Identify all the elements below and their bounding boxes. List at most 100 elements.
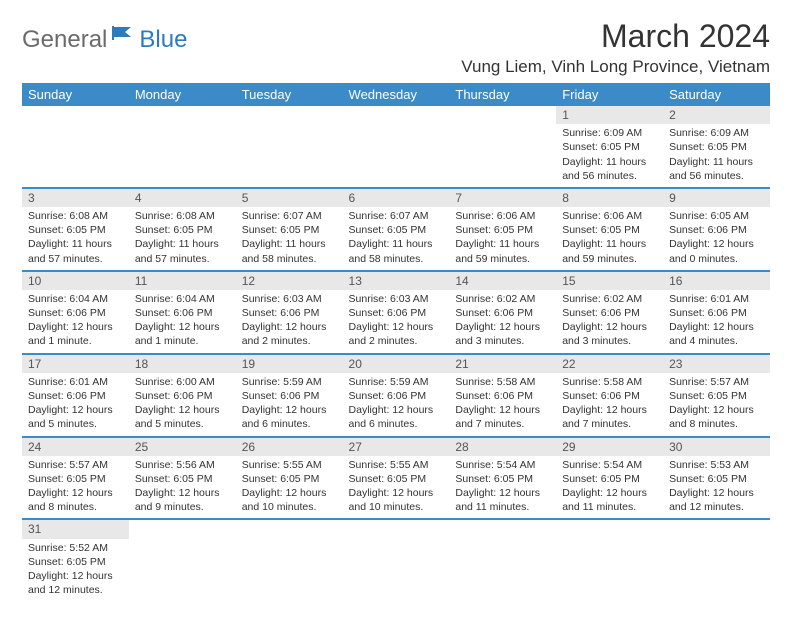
flag-icon	[111, 24, 137, 47]
day-number: 16	[663, 272, 770, 290]
day-number: 9	[663, 189, 770, 207]
sunset-text: Sunset: 6:06 PM	[562, 389, 657, 403]
calendar-cell: 16Sunrise: 6:01 AMSunset: 6:06 PMDayligh…	[663, 271, 770, 354]
day-number: 26	[236, 438, 343, 456]
sunset-text: Sunset: 6:05 PM	[349, 472, 444, 486]
daylight-text: Daylight: 12 hours and 10 minutes.	[349, 486, 444, 514]
sunrise-text: Sunrise: 5:53 AM	[669, 458, 764, 472]
calendar-cell: 1Sunrise: 6:09 AMSunset: 6:05 PMDaylight…	[556, 106, 663, 188]
sunset-text: Sunset: 6:05 PM	[669, 472, 764, 486]
calendar-cell: 9Sunrise: 6:05 AMSunset: 6:06 PMDaylight…	[663, 188, 770, 271]
calendar-cell: 30Sunrise: 5:53 AMSunset: 6:05 PMDayligh…	[663, 437, 770, 520]
day-header: Friday	[556, 83, 663, 106]
calendar-cell: 12Sunrise: 6:03 AMSunset: 6:06 PMDayligh…	[236, 271, 343, 354]
sunrise-text: Sunrise: 5:58 AM	[455, 375, 550, 389]
sunset-text: Sunset: 6:06 PM	[349, 389, 444, 403]
daylight-text: Daylight: 12 hours and 6 minutes.	[242, 403, 337, 431]
sunrise-text: Sunrise: 6:06 AM	[455, 209, 550, 223]
day-body: Sunrise: 6:08 AMSunset: 6:05 PMDaylight:…	[22, 207, 129, 270]
calendar-cell: 14Sunrise: 6:02 AMSunset: 6:06 PMDayligh…	[449, 271, 556, 354]
day-number: 3	[22, 189, 129, 207]
day-number: 31	[22, 520, 129, 538]
sunrise-text: Sunrise: 6:09 AM	[562, 126, 657, 140]
sunrise-text: Sunrise: 6:02 AM	[455, 292, 550, 306]
month-title: March 2024	[461, 18, 770, 55]
daylight-text: Daylight: 11 hours and 58 minutes.	[349, 237, 444, 265]
day-number: 13	[343, 272, 450, 290]
sunrise-text: Sunrise: 6:01 AM	[669, 292, 764, 306]
sunrise-text: Sunrise: 5:55 AM	[242, 458, 337, 472]
daylight-text: Daylight: 12 hours and 11 minutes.	[455, 486, 550, 514]
day-header: Wednesday	[343, 83, 450, 106]
daylight-text: Daylight: 12 hours and 1 minute.	[135, 320, 230, 348]
daylight-text: Daylight: 12 hours and 8 minutes.	[669, 403, 764, 431]
daylight-text: Daylight: 12 hours and 9 minutes.	[135, 486, 230, 514]
calendar-cell: 21Sunrise: 5:58 AMSunset: 6:06 PMDayligh…	[449, 354, 556, 437]
day-body: Sunrise: 5:58 AMSunset: 6:06 PMDaylight:…	[449, 373, 556, 436]
calendar-cell: 17Sunrise: 6:01 AMSunset: 6:06 PMDayligh…	[22, 354, 129, 437]
sunset-text: Sunset: 6:06 PM	[455, 389, 550, 403]
day-number: 1	[556, 106, 663, 124]
day-number: 22	[556, 355, 663, 373]
day-body: Sunrise: 6:02 AMSunset: 6:06 PMDaylight:…	[449, 290, 556, 353]
day-number: 19	[236, 355, 343, 373]
sunset-text: Sunset: 6:05 PM	[242, 472, 337, 486]
day-number: 21	[449, 355, 556, 373]
sunrise-text: Sunrise: 6:03 AM	[242, 292, 337, 306]
day-header: Saturday	[663, 83, 770, 106]
calendar-cell	[343, 519, 450, 601]
day-number: 4	[129, 189, 236, 207]
sunset-text: Sunset: 6:06 PM	[669, 306, 764, 320]
title-area: March 2024 Vung Liem, Vinh Long Province…	[461, 18, 770, 77]
sunset-text: Sunset: 6:05 PM	[28, 223, 123, 237]
daylight-text: Daylight: 11 hours and 59 minutes.	[455, 237, 550, 265]
logo-text-general: General	[22, 26, 107, 54]
calendar-cell: 15Sunrise: 6:02 AMSunset: 6:06 PMDayligh…	[556, 271, 663, 354]
day-body: Sunrise: 5:53 AMSunset: 6:05 PMDaylight:…	[663, 456, 770, 519]
day-number: 24	[22, 438, 129, 456]
calendar-cell: 8Sunrise: 6:06 AMSunset: 6:05 PMDaylight…	[556, 188, 663, 271]
calendar-cell: 5Sunrise: 6:07 AMSunset: 6:05 PMDaylight…	[236, 188, 343, 271]
day-header: Thursday	[449, 83, 556, 106]
calendar-cell	[22, 106, 129, 188]
sunrise-text: Sunrise: 6:05 AM	[669, 209, 764, 223]
daylight-text: Daylight: 11 hours and 59 minutes.	[562, 237, 657, 265]
calendar-row: 3Sunrise: 6:08 AMSunset: 6:05 PMDaylight…	[22, 188, 770, 271]
calendar-row: 31Sunrise: 5:52 AMSunset: 6:05 PMDayligh…	[22, 519, 770, 601]
sunset-text: Sunset: 6:06 PM	[562, 306, 657, 320]
calendar-cell: 10Sunrise: 6:04 AMSunset: 6:06 PMDayligh…	[22, 271, 129, 354]
calendar-cell: 2Sunrise: 6:09 AMSunset: 6:05 PMDaylight…	[663, 106, 770, 188]
calendar-cell: 31Sunrise: 5:52 AMSunset: 6:05 PMDayligh…	[22, 519, 129, 601]
sunrise-text: Sunrise: 6:01 AM	[28, 375, 123, 389]
calendar-cell: 7Sunrise: 6:06 AMSunset: 6:05 PMDaylight…	[449, 188, 556, 271]
day-header: Sunday	[22, 83, 129, 106]
sunrise-text: Sunrise: 6:00 AM	[135, 375, 230, 389]
sunrise-text: Sunrise: 6:04 AM	[28, 292, 123, 306]
calendar-cell: 19Sunrise: 5:59 AMSunset: 6:06 PMDayligh…	[236, 354, 343, 437]
sunset-text: Sunset: 6:05 PM	[669, 140, 764, 154]
day-body: Sunrise: 5:54 AMSunset: 6:05 PMDaylight:…	[449, 456, 556, 519]
daylight-text: Daylight: 11 hours and 56 minutes.	[669, 155, 764, 183]
calendar-cell	[129, 519, 236, 601]
sunrise-text: Sunrise: 5:52 AM	[28, 541, 123, 555]
day-number: 2	[663, 106, 770, 124]
day-number: 20	[343, 355, 450, 373]
sunrise-text: Sunrise: 6:08 AM	[135, 209, 230, 223]
logo-text-blue: Blue	[139, 26, 187, 54]
day-body: Sunrise: 6:05 AMSunset: 6:06 PMDaylight:…	[663, 207, 770, 270]
day-body: Sunrise: 6:04 AMSunset: 6:06 PMDaylight:…	[22, 290, 129, 353]
daylight-text: Daylight: 11 hours and 56 minutes.	[562, 155, 657, 183]
sunset-text: Sunset: 6:06 PM	[135, 306, 230, 320]
day-number: 30	[663, 438, 770, 456]
logo: General Blue	[22, 24, 187, 55]
day-number: 5	[236, 189, 343, 207]
sunrise-text: Sunrise: 6:08 AM	[28, 209, 123, 223]
sunset-text: Sunset: 6:05 PM	[135, 472, 230, 486]
daylight-text: Daylight: 12 hours and 11 minutes.	[562, 486, 657, 514]
day-number: 8	[556, 189, 663, 207]
day-body: Sunrise: 6:03 AMSunset: 6:06 PMDaylight:…	[236, 290, 343, 353]
day-number: 28	[449, 438, 556, 456]
daylight-text: Daylight: 12 hours and 12 minutes.	[669, 486, 764, 514]
day-number: 29	[556, 438, 663, 456]
sunrise-text: Sunrise: 5:54 AM	[562, 458, 657, 472]
